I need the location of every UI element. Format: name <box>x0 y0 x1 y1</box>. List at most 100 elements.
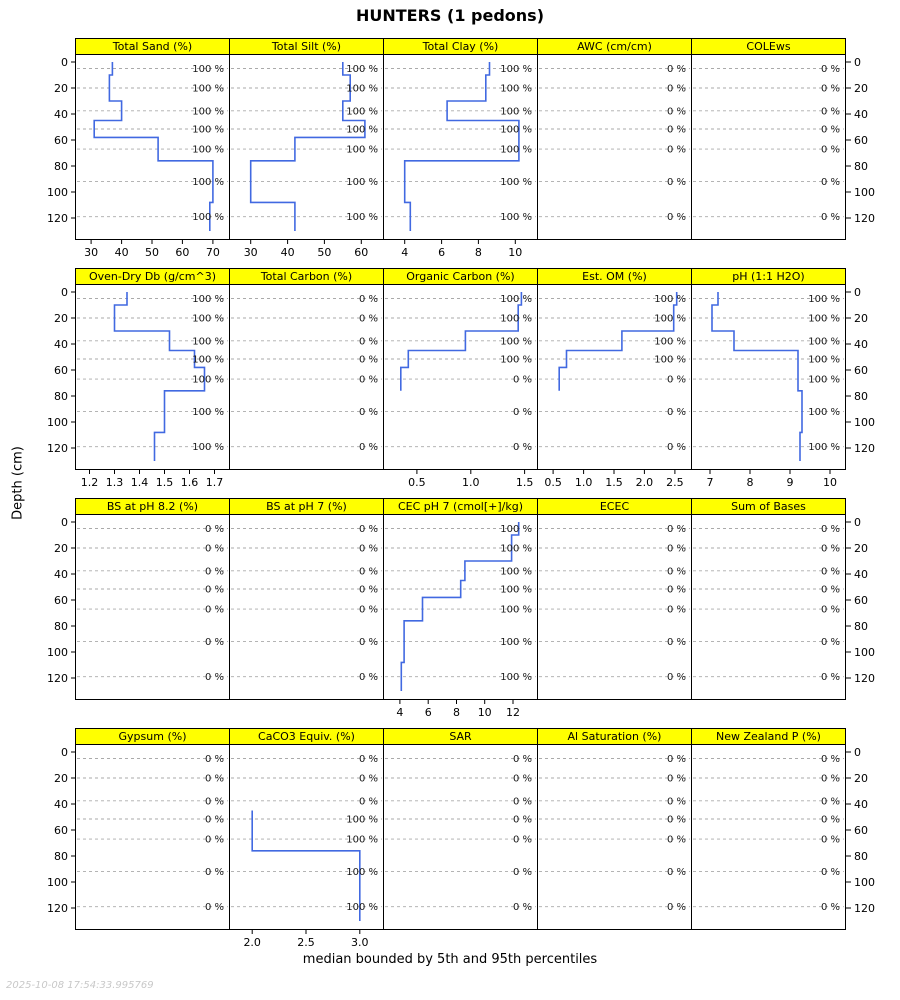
median-step-line <box>113 292 206 461</box>
x-tick-label: 1.0 <box>462 476 480 489</box>
contributing-fraction-label: 0 % <box>821 637 840 648</box>
x-axis-ph-1-1-h2o: 7 8 9 10 <box>707 470 837 489</box>
panel-canvas-est-om: 100 % 100 % 100 % 100 % 0 % 0 % 0 % <box>539 292 690 453</box>
contributing-fraction-label: 0 % <box>667 125 686 136</box>
x-tick-label: 50 <box>145 246 159 259</box>
contributing-fraction-label: 100 % <box>346 106 378 117</box>
chart-caption: median bounded by 5th and 95th percentil… <box>302 952 598 967</box>
contributing-fraction-label: 0 % <box>513 902 532 913</box>
contributing-fraction-label: 0 % <box>205 835 224 846</box>
panel-canvas-caco3-equiv: 0 % 0 % 0 % 100 % 100 % 100 % 100 % <box>231 754 382 921</box>
contributing-fraction-label: 0 % <box>359 605 378 616</box>
contributing-fraction-label: 100 % <box>500 605 532 616</box>
panel-canvas-gypsum: 0 % 0 % 0 % 0 % 0 % 0 % 0 % <box>77 754 228 913</box>
panel-title-total-silt: Total Silt (%) <box>230 39 383 55</box>
contributing-fraction-label: 0 % <box>667 106 686 117</box>
panel-title-sar: SAR <box>384 729 537 745</box>
contributing-fraction-label: 100 % <box>500 145 532 156</box>
panel-bs-ph-82: BS at pH 8.2 (%) 0 % 0 % 0 % 0 % 0 % 0 % 0 % <box>75 498 230 700</box>
depth-tick-label: 40 <box>54 338 68 351</box>
panel-oven-dry-db: Oven-Dry Db (g/cm^3) 100 % 100 % 100 % 100 %… <box>75 268 230 470</box>
x-tick-label: 4 <box>396 706 403 719</box>
x-tick-label: 50 <box>317 246 331 259</box>
x-tick-label: 3.0 <box>351 936 369 949</box>
panel-awc: AWC (cm/cm) 0 % 0 % 0 % 0 % 0 % 0 % 0 % <box>537 38 692 240</box>
contributing-fraction-label: 0 % <box>667 867 686 878</box>
y-axis-label: Depth (cm) <box>10 446 26 520</box>
contributing-fraction-label: 0 % <box>359 585 378 596</box>
depth-tick-label: 100 <box>854 186 875 199</box>
contributing-fraction-label: 0 % <box>359 336 378 347</box>
contributing-fraction-label: 100 % <box>192 294 224 305</box>
contributing-fraction-label: 100 % <box>346 815 378 826</box>
x-tick-label: 8 <box>453 706 460 719</box>
contributing-fraction-label: 0 % <box>667 177 686 188</box>
depth-tick-label: 120 <box>47 672 68 685</box>
contributing-fraction-label: 0 % <box>667 754 686 765</box>
depth-tick-label: 60 <box>854 364 868 377</box>
contributing-fraction-label: 0 % <box>359 355 378 366</box>
contributing-fraction-label: 0 % <box>359 754 378 765</box>
panel-title-colews: COLEws <box>692 39 845 55</box>
contributing-fraction-label: 0 % <box>205 566 224 577</box>
contributing-fraction-label: 100 % <box>808 442 840 453</box>
contributing-fraction-label: 0 % <box>667 835 686 846</box>
x-tick-label: 12 <box>506 706 520 719</box>
depth-tick-label: 100 <box>47 186 68 199</box>
panel-canvas-bs-ph-82: 0 % 0 % 0 % 0 % 0 % 0 % 0 % <box>77 524 228 683</box>
contributing-fraction-label: 0 % <box>821 566 840 577</box>
contributing-fraction-label: 0 % <box>821 835 840 846</box>
depth-axis-left-row4: 0 20 40 60 80 100 120 <box>47 746 76 915</box>
contributing-fraction-label: 100 % <box>192 375 224 386</box>
contributing-fraction-label: 0 % <box>205 774 224 785</box>
contributing-fraction-label: 0 % <box>205 796 224 807</box>
panel-canvas-total-clay: 100 % 100 % 100 % 100 % 100 % 100 % 100 % <box>385 62 536 231</box>
contributing-fraction-label: 0 % <box>513 815 532 826</box>
contributing-fraction-label: 100 % <box>808 336 840 347</box>
depth-tick-label: 60 <box>54 594 68 607</box>
panel-title-sum-of-bases: Sum of Bases <box>692 499 845 515</box>
depth-tick-label: 120 <box>854 902 875 915</box>
contributing-fraction-label: 0 % <box>205 672 224 683</box>
median-step-line <box>711 292 803 461</box>
x-tick-label: 1.0 <box>575 476 593 489</box>
contributing-fraction-label: 0 % <box>513 375 532 386</box>
depth-tick-label: 100 <box>854 876 875 889</box>
panel-organic-carbon: Organic Carbon (%) 100 % 100 % 100 % 100 % 0 … <box>383 268 538 470</box>
panel-title-total-clay: Total Clay (%) <box>384 39 537 55</box>
x-axis-caco3-equiv: 2.0 2.5 3.0 <box>243 930 369 949</box>
contributing-fraction-label: 100 % <box>192 314 224 325</box>
contributing-fraction-label: 100 % <box>500 294 532 305</box>
contributing-fraction-label: 100 % <box>192 125 224 136</box>
contributing-fraction-label: 0 % <box>821 902 840 913</box>
depth-tick-label: 20 <box>54 82 68 95</box>
panel-title-gypsum: Gypsum (%) <box>76 729 229 745</box>
contributing-fraction-label: 0 % <box>359 294 378 305</box>
contributing-fraction-label: 0 % <box>667 544 686 555</box>
panel-ph-1-1-h2o: pH (1:1 H2O) 100 % 100 % 100 % 100 % 100 % 100… <box>691 268 846 470</box>
contributing-fraction-label: 100 % <box>808 294 840 305</box>
contributing-fraction-label: 100 % <box>654 314 686 325</box>
contributing-fraction-label: 100 % <box>346 145 378 156</box>
depth-tick-label: 80 <box>854 620 868 633</box>
depth-tick-label: 20 <box>854 82 868 95</box>
x-tick-label: 0.5 <box>408 476 426 489</box>
panel-canvas-awc: 0 % 0 % 0 % 0 % 0 % 0 % 0 % <box>539 64 690 223</box>
depth-axis-right-row1: 0 20 40 60 80 100 120 <box>846 56 875 225</box>
depth-tick-label: 0 <box>61 516 68 529</box>
x-axis-organic-carbon: 0.5 1.0 1.5 <box>408 470 533 489</box>
contributing-fraction-label: 100 % <box>192 336 224 347</box>
contributing-fraction-label: 0 % <box>359 796 378 807</box>
contributing-fraction-label: 0 % <box>513 774 532 785</box>
x-tick-label: 1.6 <box>181 476 199 489</box>
depth-tick-label: 100 <box>47 646 68 659</box>
x-axis-est-om: 0.5 1.0 1.5 2.0 2.5 <box>544 470 684 489</box>
contributing-fraction-label: 0 % <box>667 375 686 386</box>
contributing-fraction-label: 0 % <box>205 637 224 648</box>
contributing-fraction-label: 0 % <box>359 375 378 386</box>
contributing-fraction-label: 100 % <box>500 524 532 535</box>
median-step-line <box>403 62 520 231</box>
depth-tick-label: 60 <box>854 824 868 837</box>
contributing-fraction-label: 100 % <box>192 106 224 117</box>
contributing-fraction-label: 100 % <box>192 84 224 95</box>
